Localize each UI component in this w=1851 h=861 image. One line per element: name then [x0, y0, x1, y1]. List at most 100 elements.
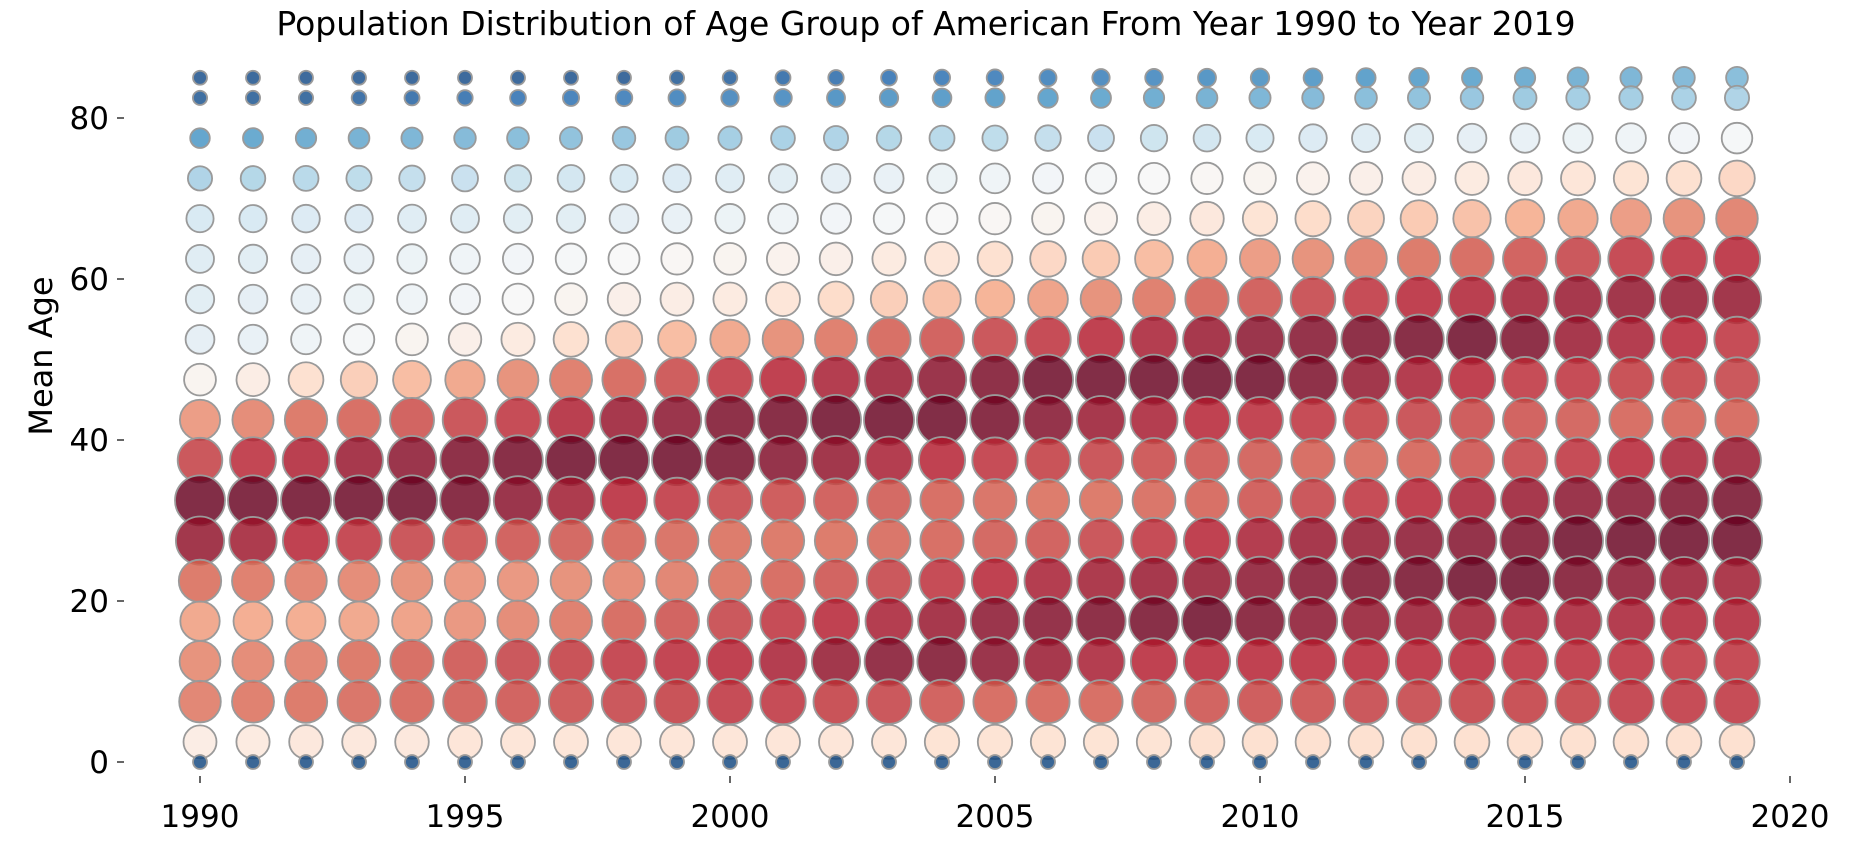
bubble-point: [984, 87, 1006, 109]
bubble-point: [457, 754, 473, 770]
bubble-point: [1618, 85, 1644, 111]
bubble-point: [549, 599, 593, 644]
bubble-point: [1078, 478, 1124, 523]
bubble-point: [866, 477, 912, 524]
bubble-point: [601, 598, 647, 644]
bubble-point: [178, 679, 222, 724]
bubble-point: [1712, 596, 1762, 646]
bubble-point: [288, 724, 324, 760]
bubble-point: [192, 754, 208, 770]
bubble-point: [1342, 678, 1390, 725]
bubble-point: [817, 280, 855, 318]
bubble-point: [404, 69, 420, 86]
bubble-point: [1662, 197, 1706, 240]
bubble-point: [1076, 636, 1126, 686]
bubble-point: [707, 518, 753, 563]
bubble-point: [1608, 397, 1654, 443]
bubble-point: [1024, 436, 1072, 484]
bubble-point: [614, 88, 634, 108]
bubble-point: [981, 124, 1009, 152]
bubble-point: [1554, 637, 1602, 686]
bubble-point: [865, 678, 913, 725]
bubble-point: [712, 723, 748, 760]
bubble-point: [653, 678, 701, 726]
bubble-point: [918, 436, 967, 485]
bubble-point: [972, 478, 1018, 523]
bubble-point: [1291, 237, 1335, 281]
bubble-point: [1660, 678, 1708, 726]
x-tick-label: 2010: [1221, 799, 1300, 835]
bubble-point: [608, 203, 640, 234]
bubble-point: [871, 723, 907, 760]
bubble-point: [1659, 596, 1709, 646]
bubble-point: [972, 517, 1018, 564]
bubble-point: [1132, 277, 1176, 322]
bubble-point: [1139, 124, 1169, 153]
bubble-point: [1347, 199, 1385, 238]
bubble-point: [1395, 396, 1443, 444]
bubble-point: [766, 241, 801, 276]
bubble-point: [1452, 199, 1492, 239]
bubble-point: [548, 678, 595, 725]
bubble-point: [185, 243, 215, 274]
bubble-point: [916, 635, 968, 687]
bubble-point: [337, 559, 381, 603]
bubble-point: [770, 125, 796, 151]
bubble-point: [1296, 161, 1331, 196]
bubble-point: [338, 600, 380, 642]
bubble-point: [1084, 201, 1119, 236]
bubble-point: [350, 89, 368, 107]
bubble-point: [655, 559, 699, 603]
bubble-point: [442, 638, 488, 685]
bubble-point: [669, 754, 685, 770]
y-axis-title: Mean Age: [22, 276, 60, 435]
bubble-point: [985, 68, 1005, 87]
bubble-point: [244, 89, 261, 106]
bubble-point: [503, 164, 533, 193]
bubble-point: [1093, 754, 1109, 770]
bubble-point: [351, 754, 367, 770]
bubble-point: [1395, 678, 1443, 725]
bubble-point: [707, 558, 753, 603]
bubble-point: [1453, 723, 1491, 761]
bubble-point: [976, 240, 1014, 278]
bubble-point: [1249, 67, 1271, 88]
bubble-point: [881, 754, 897, 770]
bubble-point: [1037, 87, 1059, 109]
bubble-point: [285, 600, 327, 642]
bubble-point: [1025, 517, 1071, 564]
bubble-point: [1718, 723, 1756, 761]
bubble-point: [1038, 68, 1058, 88]
bubble-point: [185, 204, 215, 234]
bubble-point: [818, 241, 854, 277]
bubble-point: [237, 243, 269, 274]
bubble-point: [335, 517, 383, 565]
bubble-point: [659, 723, 695, 760]
bubble-point: [1351, 123, 1381, 154]
bubble-point: [1290, 437, 1336, 483]
bubble-point: [1025, 679, 1071, 725]
bubble-point: [1184, 276, 1230, 322]
bubble-point: [1289, 396, 1337, 444]
bubble-point: [1077, 517, 1125, 564]
bubble-point: [1607, 356, 1655, 404]
bubble-point: [919, 518, 965, 564]
bubble-point: [287, 361, 325, 398]
bubble-point: [1660, 315, 1709, 364]
bubble-point: [397, 203, 427, 234]
bubble-point: [239, 165, 267, 192]
bubble-point: [922, 279, 962, 319]
bubble-point: [600, 476, 649, 525]
bubble-point: [600, 637, 648, 685]
bubble-point: [441, 517, 488, 564]
bubble-point: [1294, 200, 1332, 238]
bubble-point: [553, 723, 589, 760]
bubble-point: [1344, 237, 1388, 281]
bubble-point: [759, 678, 807, 726]
bubble-point: [351, 69, 367, 86]
bubble-point: [1400, 723, 1438, 761]
bubble-point: [448, 283, 481, 316]
bubble-point: [720, 88, 740, 108]
bubble-point: [183, 362, 217, 397]
bubble-point: [444, 359, 486, 401]
